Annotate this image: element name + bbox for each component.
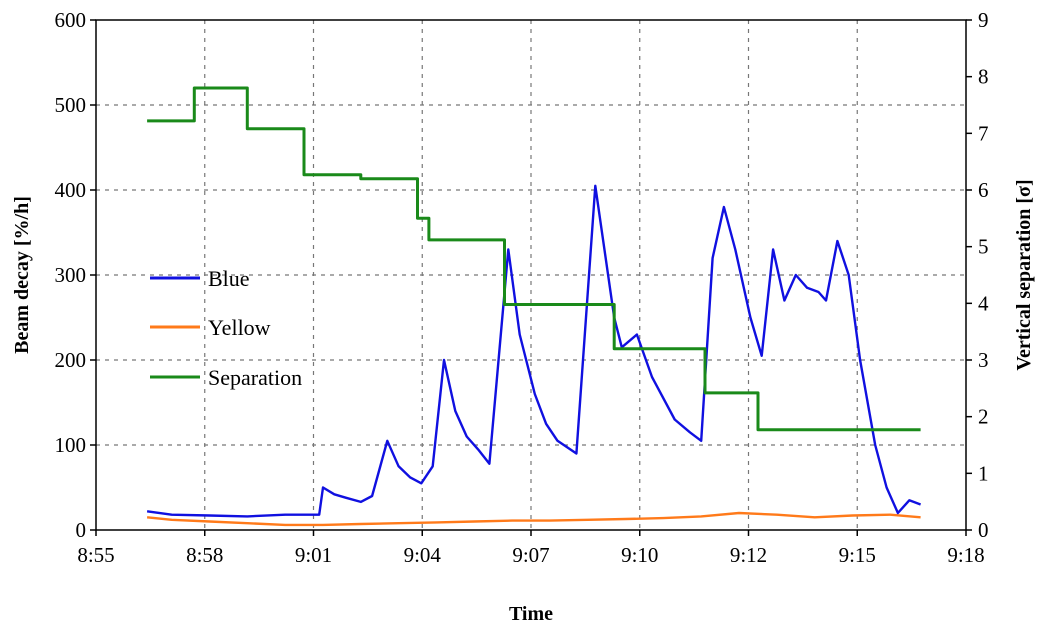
series-layer — [146, 86, 922, 527]
left-tick-label: 100 — [55, 433, 87, 457]
right-tick-label: 2 — [978, 405, 989, 429]
right-axis-ticks: 0 1 2 3 4 5 6 7 8 9 — [966, 8, 989, 542]
left-tick-label: 500 — [55, 93, 87, 117]
x-tick-label: 8:58 — [186, 543, 223, 567]
x-axis-title: Time — [509, 603, 553, 625]
series-line-separation — [147, 86, 921, 432]
left-tick-label: 0 — [76, 518, 87, 542]
x-tick-label: 9:07 — [512, 543, 549, 567]
series-line-blue — [146, 184, 922, 518]
series-line-yellow — [146, 511, 921, 527]
x-tick-label: 9:12 — [730, 543, 767, 567]
left-axis-ticks: 0 100 200 300 400 500 600 — [55, 8, 96, 542]
left-tick-label: 300 — [55, 263, 87, 287]
left-tick-label: 400 — [55, 178, 87, 202]
right-tick-label: 4 — [978, 291, 989, 315]
x-axis-ticks: 8:55 8:58 9:01 9:04 9:07 9:10 9:12 9:15 9:18 — [77, 530, 985, 567]
right-tick-label: 1 — [978, 461, 989, 485]
x-tick-label: 9:01 — [295, 543, 332, 567]
legend-label-blue: Blue — [208, 266, 250, 291]
right-tick-label: 3 — [978, 348, 989, 372]
legend-label-yellow: Yellow — [208, 315, 271, 340]
right-tick-label: 0 — [978, 518, 989, 542]
right-tick-label: 9 — [978, 8, 989, 32]
y-axis-title: Beam decay [%/h] — [11, 196, 33, 354]
x-tick-label: 8:55 — [77, 543, 114, 567]
x-tick-label: 9:18 — [947, 543, 984, 567]
right-tick-label: 5 — [978, 235, 989, 259]
y2-axis-title: Vertical separation [σ] — [1013, 179, 1035, 370]
x-tick-label: 9:10 — [621, 543, 658, 567]
left-tick-label: 200 — [55, 348, 87, 372]
right-tick-label: 7 — [978, 121, 989, 145]
right-tick-label: 8 — [978, 65, 989, 89]
left-tick-label: 600 — [55, 8, 87, 32]
right-tick-label: 6 — [978, 178, 989, 202]
legend: Blue Yellow Separation — [150, 266, 302, 390]
x-tick-label: 9:15 — [839, 543, 876, 567]
x-tick-label: 9:04 — [404, 543, 442, 567]
legend-label-separation: Separation — [208, 365, 302, 390]
grid-lines — [96, 20, 966, 530]
